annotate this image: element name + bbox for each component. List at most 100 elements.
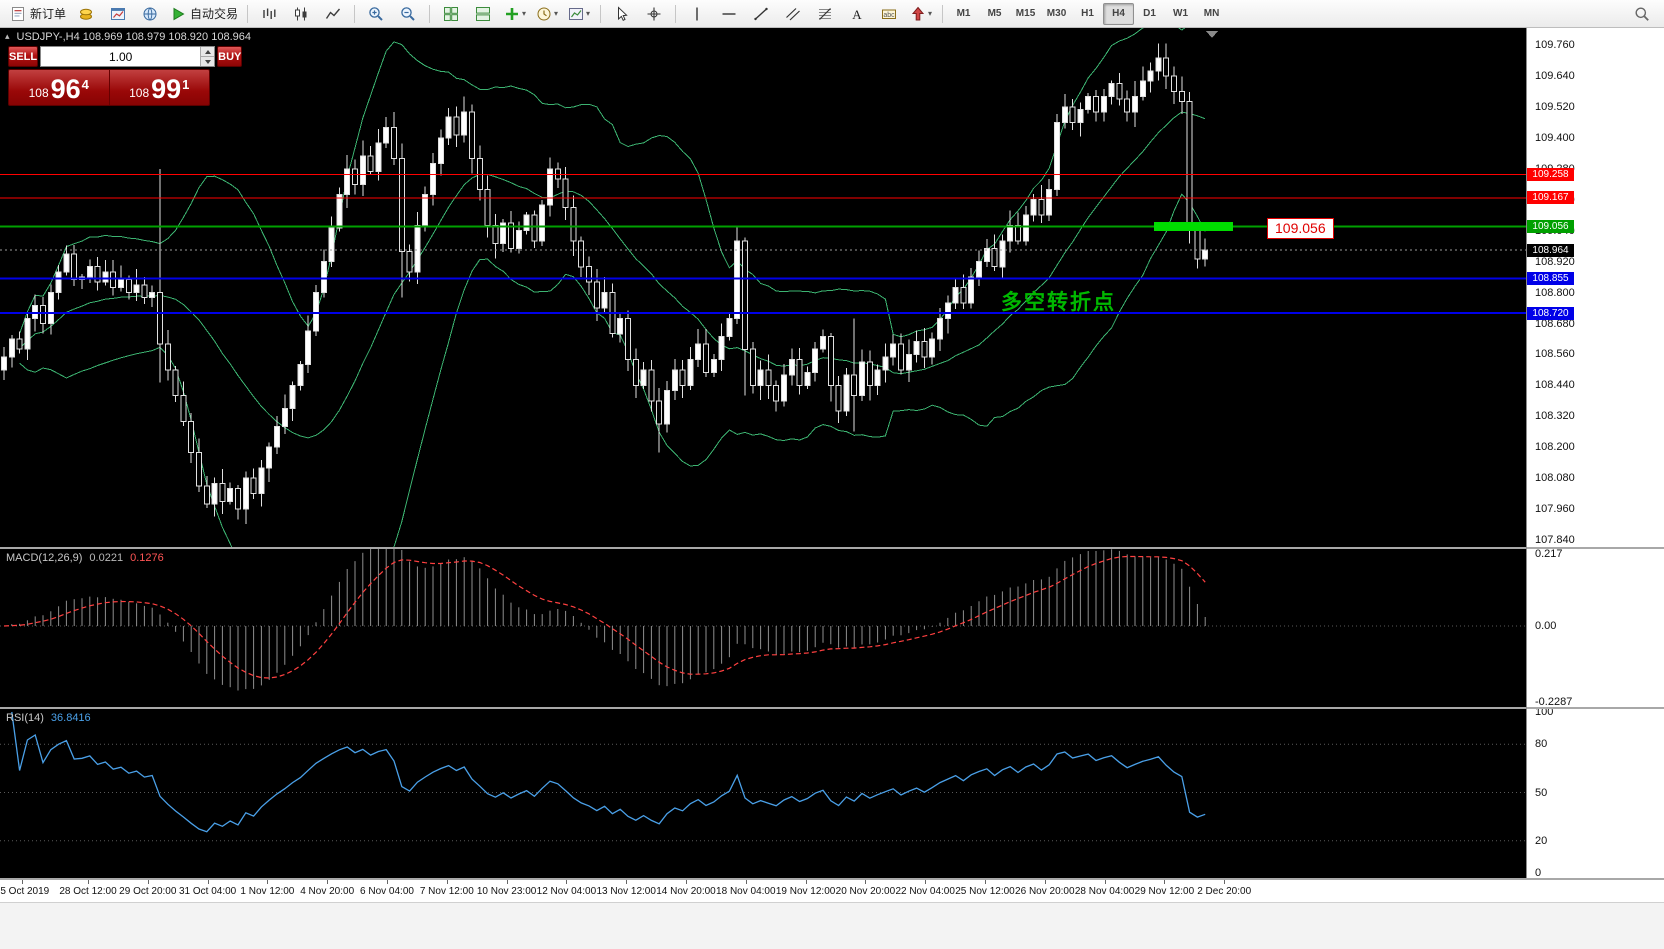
line-chart-icon	[325, 6, 341, 22]
quote-prices: 108 96 4 108 99 1	[8, 69, 210, 106]
price-axis-label: 109.520	[1535, 100, 1575, 113]
buy-price-button[interactable]: 108 99 1	[110, 70, 210, 105]
text-button[interactable]: A	[841, 2, 873, 26]
line-chart-button[interactable]	[317, 2, 349, 26]
buy-price-prefix: 108	[129, 86, 150, 100]
bar-chart-icon	[261, 6, 277, 22]
text-label-button[interactable]: abc	[873, 2, 905, 26]
volume-field	[40, 46, 216, 67]
chart-annotation-text[interactable]: 多空转折点	[1001, 291, 1116, 314]
clock-icon	[536, 6, 552, 22]
bar-chart-button[interactable]	[253, 2, 285, 26]
rsi-name: RSI(14)	[6, 712, 44, 724]
sell-price-big: 96	[50, 74, 81, 104]
text-icon: A	[849, 6, 865, 22]
panel-separator[interactable]	[0, 878, 1664, 880]
time-axis-label: 19 Nov 12:00	[775, 886, 836, 897]
panel-separator[interactable]	[0, 547, 1664, 549]
horizontal-line-button[interactable]	[713, 2, 745, 26]
chart-window-icon	[110, 6, 126, 22]
indicators-add-icon	[504, 6, 520, 22]
time-axis-label: 31 Oct 04:00	[178, 886, 237, 897]
arrange-windows-button[interactable]	[467, 2, 499, 26]
volume-down-button[interactable]	[201, 56, 215, 66]
price-axis-label: 108.680	[1535, 317, 1575, 330]
time-axis-label: 29 Oct 20:00	[119, 886, 177, 897]
toolbar-separator	[354, 4, 356, 23]
rsi-value: 36.8416	[50, 712, 91, 724]
sell-button[interactable]: SELL	[8, 46, 39, 67]
auto-trading-button[interactable]: 自动交易	[166, 2, 242, 26]
cursor-button[interactable]	[606, 2, 638, 26]
globe-button[interactable]	[134, 2, 166, 26]
trendline-button[interactable]	[745, 2, 777, 26]
shapes-button[interactable]: ▾	[905, 2, 937, 26]
new-order-button[interactable]: 新订单	[6, 2, 70, 26]
time-axis-label: 10 Nov 23:00	[476, 886, 537, 897]
timeframe-w1-button-label: W1	[1173, 8, 1189, 19]
play-icon	[170, 6, 186, 22]
macd-canvas	[0, 549, 1526, 707]
zoom-out-button[interactable]	[392, 2, 424, 26]
timeframe-m15-button-label: M15	[1015, 8, 1036, 19]
candlestick-chart-icon	[293, 6, 309, 22]
crosshair-button[interactable]	[638, 2, 670, 26]
timeframe-m5-button[interactable]: M5	[979, 3, 1010, 25]
macd-name: MACD(12,26,9)	[6, 552, 83, 564]
channel-button[interactable]	[777, 2, 809, 26]
rsi-panel[interactable]: RSI(14) 36.8416	[0, 709, 1526, 878]
price-tag: 109.258	[1527, 167, 1574, 181]
price-axis[interactable]: 109.760109.640109.520109.400109.280109.1…	[1527, 28, 1664, 879]
candlestick-chart-button[interactable]	[285, 2, 317, 26]
timeframe-m30-button[interactable]: M30	[1041, 3, 1072, 25]
price-tag: 108.964	[1527, 243, 1574, 257]
timeframe-m15-button[interactable]: M15	[1010, 3, 1041, 25]
timeframe-w1-button[interactable]: W1	[1165, 3, 1196, 25]
timeframe-h1-button[interactable]: H1	[1072, 3, 1103, 25]
one-click-trading-panel: SELL BUY 108 96 4 108 99	[8, 46, 243, 106]
price-tag: 108.720	[1527, 306, 1574, 320]
horizontal-line-icon	[721, 6, 737, 22]
timeframe-mn-button[interactable]: MN	[1196, 3, 1227, 25]
buy-price-sup: 1	[182, 77, 190, 92]
time-axis-label: 22 Nov 04:00	[895, 886, 955, 897]
timeframe-m1-button[interactable]: M1	[948, 3, 979, 25]
one-click-collapse-icon[interactable]: ▴	[5, 31, 10, 41]
tile-windows-button[interactable]	[435, 2, 467, 26]
macd-panel[interactable]: MACD(12,26,9) 0.0221 0.1276	[0, 549, 1526, 707]
timeframe-h4-button[interactable]: H4	[1103, 2, 1135, 25]
search-button[interactable]	[1626, 2, 1658, 26]
time-tick	[985, 880, 986, 884]
buy-button[interactable]: BUY	[217, 46, 243, 67]
price-chart[interactable]: ▴ USDJPY-,H4 108.969 108.979 108.920 108…	[0, 28, 1526, 547]
rsi-scale-label: 100	[1535, 706, 1554, 718]
zoom-in-button[interactable]	[360, 2, 392, 26]
arrange-windows-icon	[475, 6, 491, 22]
rsi-svg	[0, 711, 1526, 842]
toolbar-separator	[942, 4, 944, 23]
dropdown-caret-icon: ▾	[554, 9, 559, 18]
channel-icon	[785, 6, 801, 22]
volume-stepper	[200, 47, 215, 66]
time-axis-label: 14 Nov 20:00	[656, 886, 716, 897]
templates-button[interactable]: ▾	[563, 2, 595, 26]
chart-window-button[interactable]	[102, 2, 134, 26]
coins-button[interactable]	[70, 2, 102, 26]
time-axis[interactable]: 25 Oct 2019 28 Oct 12:00 29 Oct 20:00 31 Oc…	[0, 880, 1664, 902]
periods-button[interactable]: ▾	[531, 2, 563, 26]
price-tag: 109.056	[1527, 220, 1574, 233]
time-tick	[626, 880, 628, 884]
timeframe-d1-button[interactable]: D1	[1134, 3, 1165, 25]
sell-price-button[interactable]: 108 96 4	[9, 70, 110, 105]
vertical-line-button[interactable]	[681, 2, 713, 26]
coins-icon	[78, 6, 94, 22]
indicators-button[interactable]: ▾	[499, 2, 531, 26]
fibonacci-button[interactable]	[809, 2, 841, 26]
toolbar-separator	[675, 4, 677, 23]
volume-up-button[interactable]	[201, 47, 215, 56]
rsi-label: RSI(14) 36.8416	[6, 712, 91, 724]
macd-label: MACD(12,26,9) 0.0221 0.1276	[6, 552, 164, 564]
volume-input[interactable]	[41, 47, 201, 66]
price-level-badge[interactable]: 109.056	[1267, 218, 1334, 239]
panel-separator[interactable]	[0, 707, 1664, 709]
